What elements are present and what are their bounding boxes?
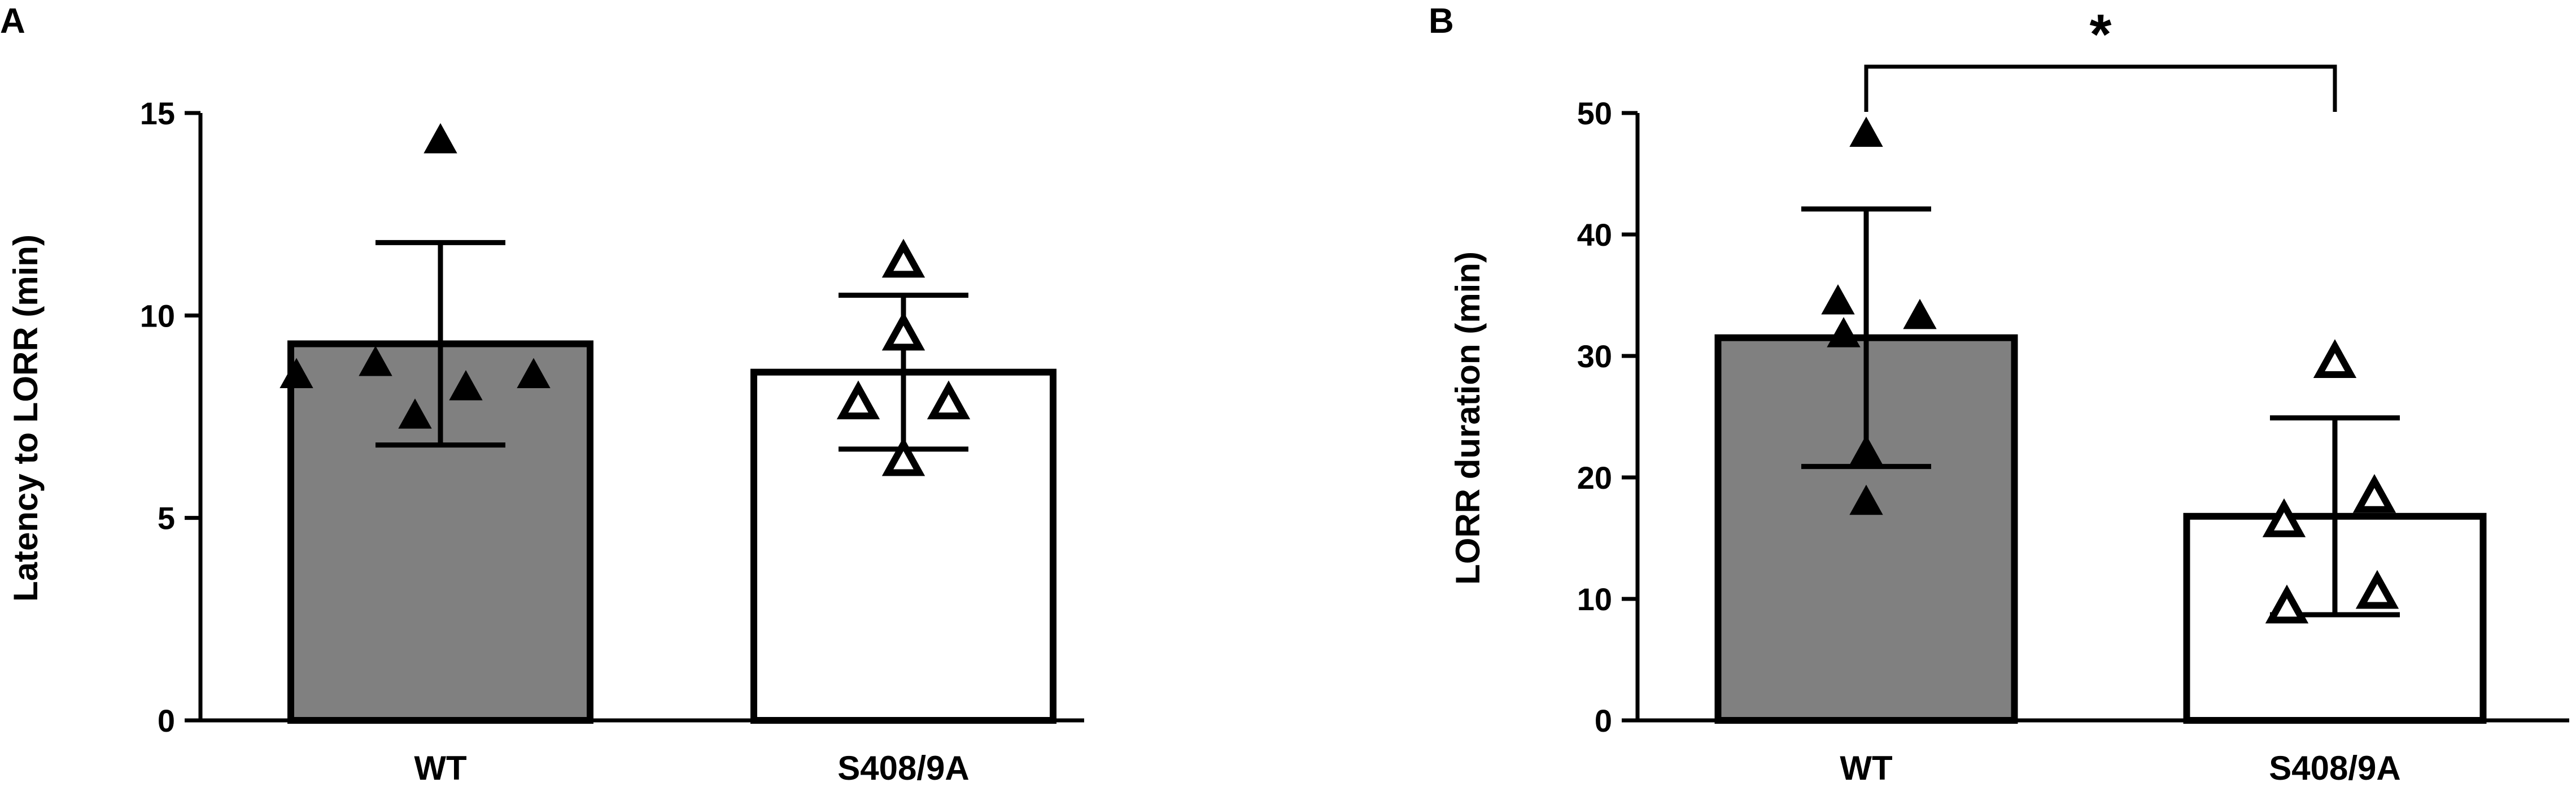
data-point-triangle: [2355, 570, 2399, 609]
panel-b-chart: B LORR duration (min) 0 10 20 30 40 50 WT S408/…: [1429, 2, 2569, 787]
category-label: WT: [414, 749, 466, 787]
data-point-triangle: [1849, 116, 1883, 147]
y-tick-label: 30: [1577, 338, 1612, 374]
panel-a-label: A: [0, 2, 25, 41]
y-tick-label: 10: [140, 298, 175, 333]
y-tick-label: 20: [1577, 460, 1612, 496]
y-tick-label: 10: [1577, 581, 1612, 617]
data-point-triangle: [836, 380, 880, 420]
data-point-triangle: [881, 238, 925, 278]
y-tick-label: 0: [158, 703, 175, 738]
significance-bracket: *: [1864, 3, 2337, 112]
data-point-triangle: [1827, 317, 1861, 347]
data-point-triangle: [2262, 498, 2306, 537]
panel-a-y-axis-title: Latency to LORR (min): [7, 234, 45, 602]
data-point-triangle: [1903, 298, 1937, 329]
data-point-triangle: [1849, 484, 1883, 515]
data-point-triangle: [359, 346, 392, 376]
y-tick-label: 50: [1577, 95, 1612, 131]
data-point-triangle: [927, 380, 971, 420]
data-point-triangle: [1849, 434, 1883, 466]
y-tick-label: 5: [158, 501, 175, 536]
category-label: WT: [1840, 749, 1892, 787]
data-point-triangle: [1821, 284, 1855, 315]
panel-b-marks: 0 10 20 30 40 50 WT S408/9A: [1577, 95, 2569, 787]
panel-b-label: B: [1429, 2, 1454, 41]
panel-b-y-axis-title: LORR duration (min): [1449, 251, 1487, 585]
panel-a-chart: A Latency to LORR (min) 0 5 10 15 WT S408/9A: [0, 2, 1084, 787]
data-point-triangle: [280, 358, 313, 388]
category-label: S408/9A: [2269, 749, 2401, 787]
data-point-triangle: [881, 311, 925, 351]
data-point-triangle: [449, 370, 483, 401]
category-label: S408/9A: [837, 749, 970, 787]
data-point-triangle: [423, 123, 457, 154]
y-tick-label: 15: [140, 95, 175, 131]
data-point-triangle: [2265, 584, 2309, 624]
significance-asterisk: *: [2090, 3, 2112, 66]
data-point-triangle: [398, 398, 432, 429]
data-point-triangle: [2352, 473, 2396, 513]
data-point-triangle: [2313, 339, 2357, 379]
y-tick-label: 0: [1595, 703, 1612, 738]
panel-a-marks: 0 5 10 15 WT S408/9A: [140, 95, 1084, 787]
significance-bracket-line: [1864, 64, 2337, 112]
data-point-triangle: [881, 437, 925, 476]
data-point-triangle: [517, 358, 551, 388]
y-tick-label: 40: [1577, 217, 1612, 253]
